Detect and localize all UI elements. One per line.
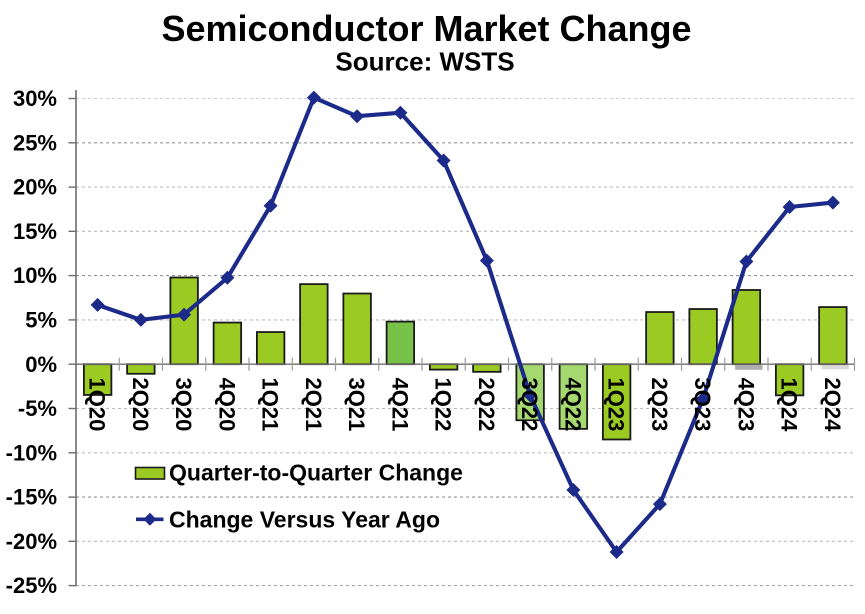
svg-text:3Q23: 3Q23 — [690, 378, 715, 432]
svg-text:-25%: -25% — [6, 573, 57, 598]
svg-text:Quarter-to-Quarter Change: Quarter-to-Quarter Change — [169, 460, 463, 486]
svg-text:1Q23: 1Q23 — [604, 378, 629, 432]
svg-text:2Q22: 2Q22 — [474, 378, 499, 432]
svg-text:3Q22: 3Q22 — [517, 378, 542, 432]
svg-text:1Q22: 1Q22 — [431, 378, 456, 432]
svg-text:2Q24: 2Q24 — [820, 378, 845, 433]
svg-text:5%: 5% — [25, 308, 57, 333]
svg-text:1Q24: 1Q24 — [777, 378, 802, 433]
svg-text:30%: 30% — [13, 86, 57, 111]
svg-text:-15%: -15% — [6, 485, 57, 510]
svg-text:4Q21: 4Q21 — [387, 378, 412, 432]
svg-text:0%: 0% — [25, 352, 57, 377]
svg-text:4Q22: 4Q22 — [560, 378, 585, 432]
svg-text:2Q21: 2Q21 — [301, 378, 326, 432]
svg-text:2Q20: 2Q20 — [128, 378, 153, 432]
svg-text:4Q20: 4Q20 — [214, 378, 239, 432]
svg-text:Semiconductor Market Change: Semiconductor Market Change — [161, 8, 691, 49]
svg-text:Source: WSTS: Source: WSTS — [335, 47, 514, 77]
svg-text:3Q21: 3Q21 — [344, 378, 369, 432]
svg-text:10%: 10% — [13, 263, 57, 288]
svg-text:4Q23: 4Q23 — [733, 378, 758, 432]
svg-text:2Q23: 2Q23 — [647, 378, 672, 432]
svg-text:25%: 25% — [13, 130, 57, 155]
svg-text:20%: 20% — [13, 175, 57, 200]
svg-text:-20%: -20% — [6, 529, 57, 554]
svg-text:-5%: -5% — [18, 396, 57, 421]
svg-text:1Q21: 1Q21 — [258, 378, 283, 432]
svg-text:Change Versus Year Ago: Change Versus Year Ago — [169, 506, 440, 532]
svg-text:1Q20: 1Q20 — [85, 378, 110, 432]
svg-text:15%: 15% — [13, 219, 57, 244]
svg-text:-10%: -10% — [6, 440, 57, 465]
svg-text:3Q20: 3Q20 — [171, 378, 196, 432]
